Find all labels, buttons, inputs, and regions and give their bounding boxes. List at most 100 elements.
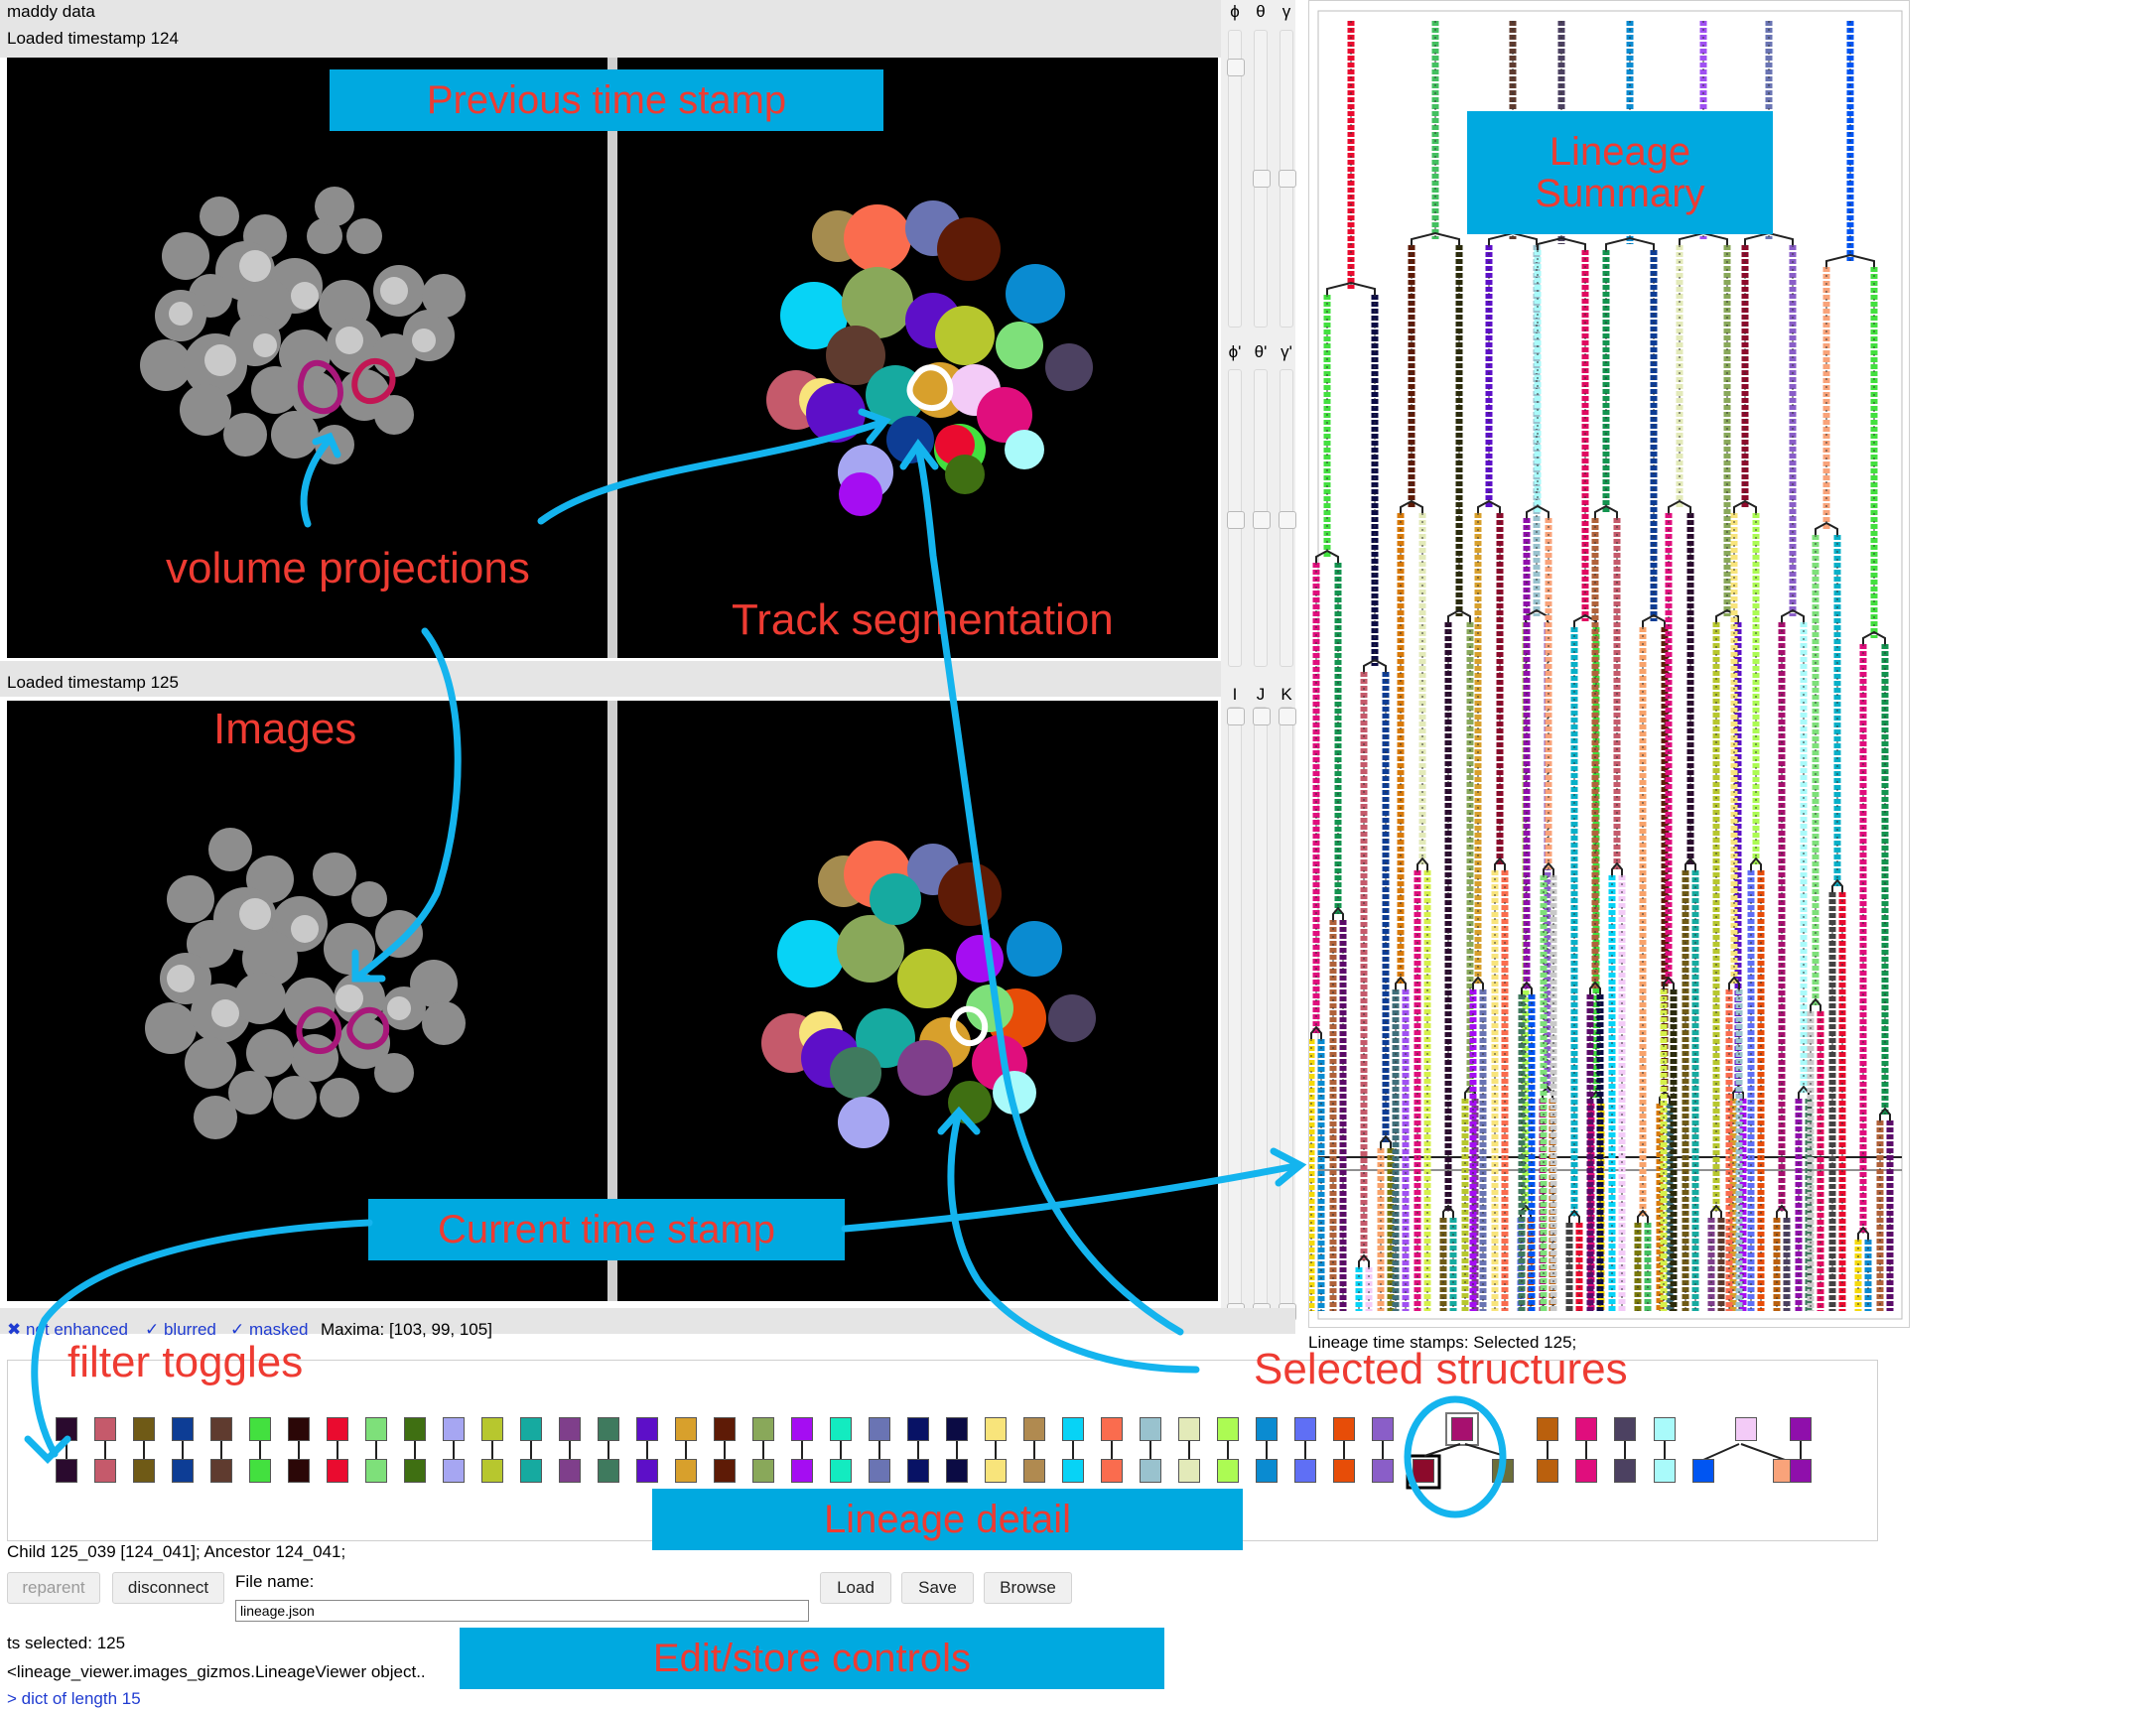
- lineage-node-parent[interactable]: [1101, 1417, 1123, 1441]
- lineage-node-child[interactable]: [559, 1459, 581, 1483]
- slider-thumb[interactable]: [1227, 59, 1245, 76]
- toggle-blurred[interactable]: ✓ blurred: [145, 1320, 216, 1339]
- lineage-node-parent[interactable]: [443, 1417, 465, 1441]
- phi-prime-slider[interactable]: [1227, 369, 1245, 667]
- lineage-node-parent[interactable]: [598, 1417, 619, 1441]
- lineage-node-parent[interactable]: [288, 1417, 310, 1441]
- lineage-node-child[interactable]: [94, 1459, 116, 1483]
- lineage-node-parent[interactable]: [675, 1417, 697, 1441]
- lineage-node-parent[interactable]: [830, 1417, 852, 1441]
- j-slider[interactable]: [1253, 707, 1271, 1322]
- lineage-node-parent[interactable]: [1790, 1417, 1812, 1441]
- reparent-button[interactable]: reparent: [7, 1572, 100, 1604]
- lineage-node-child[interactable]: [675, 1459, 697, 1483]
- disconnect-button[interactable]: disconnect: [112, 1572, 224, 1604]
- lineage-node-child[interactable]: [869, 1459, 890, 1483]
- lineage-node-child[interactable]: [636, 1459, 658, 1483]
- lineage-node-parent[interactable]: [210, 1417, 232, 1441]
- slider-thumb[interactable]: [1279, 511, 1296, 529]
- lineage-node-child[interactable]: [907, 1459, 929, 1483]
- lineage-node-child[interactable]: [288, 1459, 310, 1483]
- lineage-node-parent[interactable]: [1217, 1417, 1239, 1441]
- slider-thumb[interactable]: [1253, 708, 1271, 725]
- lineage-node-child[interactable]: [327, 1459, 348, 1483]
- lineage-node-parent[interactable]: [520, 1417, 542, 1441]
- lineage-node-parent[interactable]: [94, 1417, 116, 1441]
- lineage-node-parent[interactable]: [481, 1417, 503, 1441]
- lineage-node-child[interactable]: [1062, 1459, 1084, 1483]
- lineage-node-child[interactable]: [1101, 1459, 1123, 1483]
- lineage-node-parent[interactable]: [1654, 1417, 1676, 1441]
- lineage-node-parent[interactable]: [1451, 1417, 1473, 1441]
- slider-thumb[interactable]: [1279, 708, 1296, 725]
- lineage-node-parent[interactable]: [907, 1417, 929, 1441]
- lineage-node-child[interactable]: [1692, 1459, 1714, 1483]
- lineage-node-child[interactable]: [1256, 1459, 1278, 1483]
- lineage-node-parent[interactable]: [714, 1417, 736, 1441]
- lineage-node-child[interactable]: [520, 1459, 542, 1483]
- lineage-node-parent[interactable]: [1023, 1417, 1045, 1441]
- lineage-node-parent[interactable]: [404, 1417, 426, 1441]
- lineage-node-parent[interactable]: [636, 1417, 658, 1441]
- lineage-node-child[interactable]: [443, 1459, 465, 1483]
- previous-volume-projection[interactable]: [7, 58, 607, 658]
- lineage-node-child[interactable]: [1333, 1459, 1355, 1483]
- lineage-node-parent[interactable]: [249, 1417, 271, 1441]
- file-name-input[interactable]: [235, 1600, 809, 1622]
- slider-thumb[interactable]: [1227, 708, 1245, 725]
- lineage-node-child[interactable]: [365, 1459, 387, 1483]
- lineage-node-child[interactable]: [1178, 1459, 1200, 1483]
- lineage-node-child[interactable]: [1790, 1459, 1812, 1483]
- lineage-node-child[interactable]: [830, 1459, 852, 1483]
- lineage-node-parent[interactable]: [1062, 1417, 1084, 1441]
- lineage-detail-panel[interactable]: [7, 1360, 1878, 1541]
- slider-thumb[interactable]: [1227, 511, 1245, 529]
- lineage-node-parent[interactable]: [946, 1417, 968, 1441]
- lineage-node-parent[interactable]: [1372, 1417, 1394, 1441]
- lineage-node-parent[interactable]: [869, 1417, 890, 1441]
- save-button[interactable]: Save: [901, 1572, 974, 1604]
- lineage-node-child[interactable]: [791, 1459, 813, 1483]
- lineage-node-child[interactable]: [1614, 1459, 1636, 1483]
- i-slider[interactable]: [1227, 707, 1245, 1322]
- gamma-prime-slider[interactable]: [1279, 369, 1296, 667]
- lineage-node-parent[interactable]: [1575, 1417, 1597, 1441]
- lineage-node-child[interactable]: [1294, 1459, 1316, 1483]
- lineage-node-child[interactable]: [1413, 1459, 1434, 1483]
- previous-track-segmentation[interactable]: [617, 58, 1218, 658]
- lineage-node-child[interactable]: [714, 1459, 736, 1483]
- lineage-node-child[interactable]: [172, 1459, 194, 1483]
- gamma-slider[interactable]: [1279, 30, 1296, 328]
- phi-slider[interactable]: [1227, 30, 1245, 328]
- lineage-node-child[interactable]: [56, 1459, 77, 1483]
- lineage-node-parent[interactable]: [1537, 1417, 1558, 1441]
- lineage-summary-plot[interactable]: [1307, 1, 1911, 1329]
- lineage-node-parent[interactable]: [365, 1417, 387, 1441]
- lineage-node-child[interactable]: [1372, 1459, 1394, 1483]
- lineage-node-child[interactable]: [404, 1459, 426, 1483]
- slider-thumb[interactable]: [1279, 170, 1296, 188]
- lineage-node-child[interactable]: [210, 1459, 232, 1483]
- lineage-node-parent[interactable]: [752, 1417, 774, 1441]
- lineage-node-child[interactable]: [1140, 1459, 1161, 1483]
- lineage-node-parent[interactable]: [327, 1417, 348, 1441]
- lineage-node-parent[interactable]: [1333, 1417, 1355, 1441]
- browse-button[interactable]: Browse: [984, 1572, 1072, 1604]
- lineage-node-parent[interactable]: [1256, 1417, 1278, 1441]
- lineage-node-child[interactable]: [946, 1459, 968, 1483]
- lineage-node-parent[interactable]: [1140, 1417, 1161, 1441]
- theta-prime-slider[interactable]: [1253, 369, 1271, 667]
- lineage-node-parent[interactable]: [559, 1417, 581, 1441]
- current-volume-projection[interactable]: [7, 701, 607, 1301]
- current-track-segmentation[interactable]: [617, 701, 1218, 1301]
- lineage-node-parent[interactable]: [791, 1417, 813, 1441]
- lineage-node-child[interactable]: [985, 1459, 1007, 1483]
- lineage-node-parent[interactable]: [1614, 1417, 1636, 1441]
- lineage-node-child[interactable]: [1654, 1459, 1676, 1483]
- load-button[interactable]: Load: [820, 1572, 891, 1604]
- lineage-node-parent[interactable]: [1294, 1417, 1316, 1441]
- lineage-node-parent[interactable]: [985, 1417, 1007, 1441]
- lineage-node-child[interactable]: [598, 1459, 619, 1483]
- lineage-node-child[interactable]: [752, 1459, 774, 1483]
- lineage-node-parent[interactable]: [1735, 1417, 1757, 1441]
